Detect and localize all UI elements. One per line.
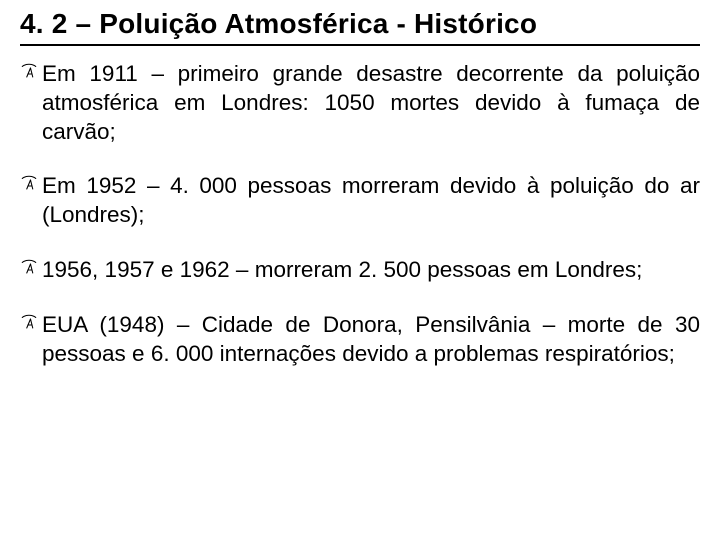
list-item-text: 1956, 1957 e 1962 – morreram 2. 500 pess… — [42, 256, 700, 285]
script-a-icon — [20, 62, 42, 85]
list-item-text: Em 1911 – primeiro grande desastre decor… — [42, 60, 700, 146]
bullet-list: Em 1911 – primeiro grande desastre decor… — [20, 60, 700, 368]
script-a-icon — [20, 174, 42, 197]
list-item: EUA (1948) – Cidade de Donora, Pensilvân… — [20, 311, 700, 369]
list-item-text: Em 1952 – 4. 000 pessoas morreram devido… — [42, 172, 700, 230]
script-a-icon — [20, 258, 42, 281]
slide: 4. 2 – Poluição Atmosférica - Histórico … — [0, 0, 720, 540]
slide-title: 4. 2 – Poluição Atmosférica - Histórico — [20, 8, 700, 46]
list-item-text: EUA (1948) – Cidade de Donora, Pensilvân… — [42, 311, 700, 369]
script-a-icon — [20, 313, 42, 336]
list-item: Em 1952 – 4. 000 pessoas morreram devido… — [20, 172, 700, 230]
list-item: Em 1911 – primeiro grande desastre decor… — [20, 60, 700, 146]
list-item: 1956, 1957 e 1962 – morreram 2. 500 pess… — [20, 256, 700, 285]
